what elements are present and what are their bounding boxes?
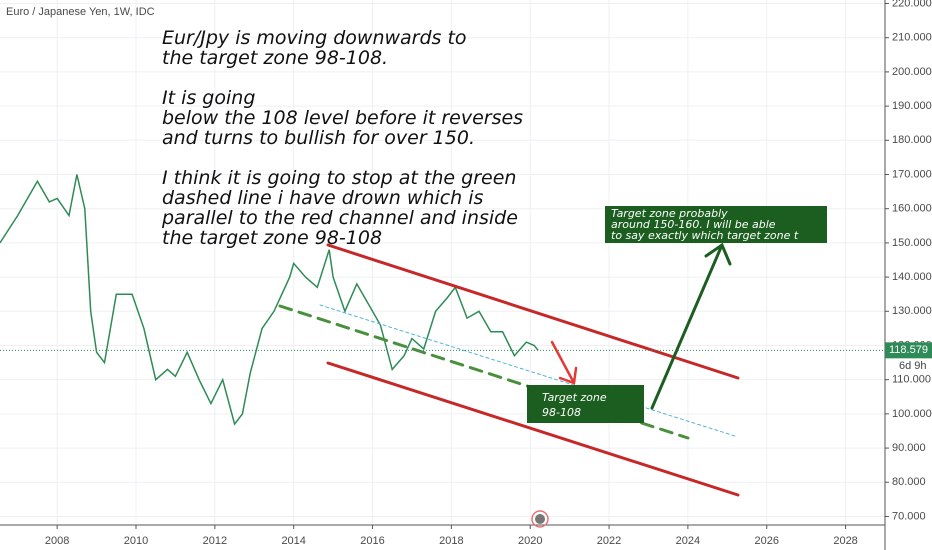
event-marker-dot	[535, 514, 545, 524]
annotation-line: the target zone 98-108	[162, 227, 382, 249]
x-tick-label: 2016	[360, 535, 384, 547]
red-arrow	[550, 340, 578, 385]
y-tick-label: 190.000	[892, 100, 932, 112]
y-tick-label: 90.000	[892, 442, 926, 454]
channel-bottom	[326, 361, 740, 497]
y-tick-label: 110.000	[892, 374, 931, 386]
annotation-line: I think it is going to stop at the green	[162, 167, 516, 189]
y-tick-label: 130.000	[892, 305, 932, 317]
x-tick-label: 2024	[676, 535, 700, 547]
x-tick-label: 2022	[597, 535, 621, 547]
y-tick-label: 70.000	[892, 510, 926, 522]
x-tick-label: 2018	[439, 535, 463, 547]
box-text: Target zone probably	[611, 207, 728, 220]
price-line	[0, 174, 539, 426]
target-box-high	[605, 206, 827, 243]
annotation-line: below the 108 level before it reverses	[162, 107, 523, 129]
annotation-line: and turns to bullish for over 150.	[162, 127, 475, 149]
x-tick-label: 2028	[833, 535, 857, 547]
y-tick-label: 200.000	[892, 66, 932, 78]
y-tick-label: 170.000	[892, 168, 932, 180]
box-text: around 150-160. I will be able	[611, 218, 776, 231]
x-tick-label: 2010	[124, 535, 148, 547]
x-tick-label: 2014	[281, 535, 305, 547]
annotation-line: the target zone 98-108.	[162, 47, 388, 69]
box-text: Target zone	[542, 391, 607, 404]
chart-title: Euro / Japanese Yen, 1W, IDC	[6, 6, 155, 18]
event-marker	[531, 510, 549, 528]
y-tick-label: 210.000	[892, 32, 932, 44]
x-tick-label: 2008	[45, 535, 69, 547]
price-label: 118.579	[889, 344, 928, 356]
timer-label: 6d 9h	[899, 360, 927, 372]
y-tick-label: 180.000	[892, 134, 932, 146]
annotation-line: parallel to the red channel and inside	[161, 207, 518, 229]
price-label-bg	[885, 342, 932, 359]
annotation-line: dashed line i have drown which is	[162, 187, 484, 209]
annotation-line: It is going	[162, 87, 255, 109]
y-tick-label: 220.000	[892, 0, 932, 9]
y-tick-label: 80.000	[892, 476, 926, 488]
box-text: to say exactly which target zone t	[611, 229, 799, 242]
x-tick-label: 2020	[518, 535, 542, 547]
box-text: 98-108	[542, 406, 581, 419]
y-tick-label: 100.000	[892, 408, 932, 420]
drawings	[278, 206, 827, 528]
green-dashed-line	[278, 304, 690, 440]
green-arrow	[650, 242, 732, 410]
x-tick-label: 2012	[203, 535, 227, 547]
y-tick-label: 150.000	[892, 237, 932, 249]
annotation-line: Eur/Jpy is moving downwards to	[162, 27, 467, 49]
timer-bg	[895, 359, 932, 374]
channel-top	[326, 243, 740, 380]
y-tick-label: 140.000	[892, 271, 932, 283]
target-box-low	[527, 385, 644, 423]
y-tick-label: 160.000	[892, 203, 932, 215]
x-tick-label: 2026	[754, 535, 778, 547]
blue-dotted-line	[319, 304, 736, 437]
